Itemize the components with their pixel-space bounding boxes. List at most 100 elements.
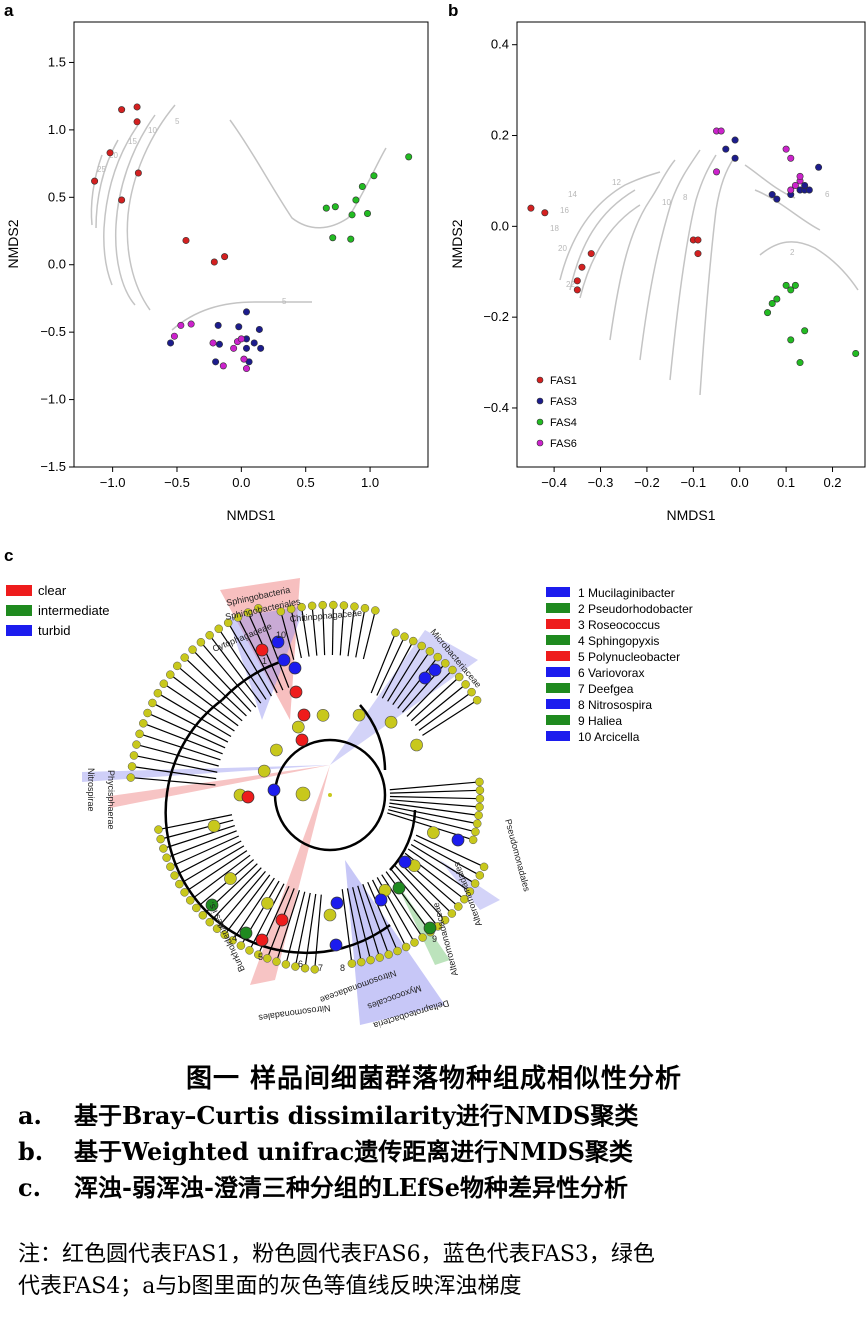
point-fas6 — [170, 332, 178, 340]
leaf-node — [347, 959, 357, 968]
cladogram-branch — [322, 605, 326, 656]
caption-item-c: c. 浑浊-弱浑浊-澄清三种分组的LEfSe物种差异性分析 — [18, 1168, 628, 1203]
y-axis-a: −1.5 −1.0 −0.5 0.0 0.5 1.0 1.5 — [40, 54, 74, 474]
point-fas6 — [717, 127, 725, 135]
clade-labels: Sphingobacteria Sphingobacteriales Cytop… — [86, 585, 532, 1031]
point-fas6 — [237, 335, 245, 343]
cladogram-branch — [184, 850, 248, 893]
genus-swatch — [546, 683, 570, 693]
cladogram-branch — [192, 649, 252, 712]
y-tick-label: −1.5 — [40, 459, 66, 474]
legend-entry: FAS4 — [550, 417, 577, 429]
leaf-node — [475, 794, 485, 803]
cladogram-branch — [163, 824, 235, 850]
leaf-node — [475, 802, 484, 812]
biomarker-node — [267, 783, 281, 797]
point-fas6 — [209, 339, 217, 347]
cladogram-branch — [314, 894, 322, 970]
point-fas1 — [527, 204, 535, 212]
leaf-node — [212, 924, 222, 933]
cladogram-branch — [376, 636, 406, 696]
leaf-node — [401, 942, 411, 952]
legend-swatch — [6, 625, 32, 636]
contour-label: 18 — [550, 224, 559, 233]
leaf-node — [166, 670, 175, 679]
cladogram-branch — [367, 881, 399, 952]
leaf-node — [472, 819, 482, 828]
point-fas1 — [210, 258, 218, 266]
point-fas1 — [91, 177, 99, 185]
x-tick-label: −0.5 — [164, 475, 190, 490]
legend-marker — [536, 418, 544, 426]
leaf-node — [192, 903, 201, 913]
point-fas4 — [331, 203, 339, 211]
biomarker-node — [423, 921, 437, 935]
point-fas1 — [221, 253, 229, 261]
genus-label: 9 Haliea — [578, 714, 622, 728]
genus-swatch — [546, 619, 570, 629]
cladogram-branch — [147, 712, 226, 749]
point-fas1 — [587, 250, 595, 258]
point-fas1 — [182, 236, 190, 244]
cladogram-branch — [170, 835, 240, 868]
internal-node — [316, 709, 330, 722]
leaf-node — [467, 687, 476, 697]
contour-labels-a: 5 10 15 20 25 5 — [97, 117, 287, 306]
y-tick-label: 1.0 — [48, 122, 66, 137]
cladogram-branch — [237, 617, 278, 694]
internal-node — [427, 826, 440, 839]
point-fas6 — [230, 344, 238, 352]
genus-label: 3 Roseococcus — [578, 618, 660, 632]
plot-frame-a — [73, 21, 429, 468]
cladogram-branch — [414, 683, 466, 726]
biomarker-node — [255, 933, 269, 947]
cladogram-branch — [189, 854, 251, 901]
nmds-plot-b: 14 16 18 20 22 12 10 8 6 2 −0.4 −0.3 −0.2−… — [449, 21, 866, 523]
biomarker-node — [329, 938, 343, 952]
leaf-node — [135, 729, 144, 739]
biomarker-node — [374, 893, 388, 907]
point-fas1 — [106, 149, 114, 157]
cladogram-branch — [387, 645, 423, 702]
x-axis-label-b: NMDS1 — [666, 507, 715, 523]
genus-swatch — [546, 699, 570, 709]
point-fas1 — [573, 286, 581, 294]
plot-frame-b — [516, 21, 866, 468]
leaf-node — [126, 773, 136, 782]
contour-labels-b: 14 16 18 20 22 12 10 8 6 2 — [550, 178, 830, 289]
point-fas4 — [801, 327, 809, 335]
y-tick-label: 1.5 — [48, 54, 66, 69]
cladogram-branch — [248, 883, 285, 951]
x-tick-label: 0.0 — [232, 475, 250, 490]
legend-marker — [536, 376, 544, 384]
cladogram-branch — [392, 650, 431, 706]
point-fas4 — [768, 300, 776, 308]
legend-marker — [536, 397, 544, 405]
legend-label: intermediate — [38, 603, 110, 618]
x-tick-label: −0.3 — [588, 475, 614, 490]
point-fas4 — [329, 234, 337, 242]
legend-b: FAS1 FAS3 FAS4 FAS6 — [536, 375, 577, 450]
point-fas1 — [694, 250, 702, 258]
point-fas1 — [134, 169, 142, 177]
cladogram-branch — [418, 691, 472, 731]
biomarker-node — [295, 733, 309, 747]
cladogram-branch — [224, 874, 271, 936]
point-fas3 — [805, 186, 813, 194]
cladogram-branch — [339, 605, 345, 656]
contour-label: 10 — [662, 198, 671, 207]
biomarker-node — [277, 653, 291, 667]
leaf-node — [474, 811, 483, 820]
cladogram-branch — [160, 819, 234, 840]
genus-swatch — [546, 587, 570, 597]
biomarker-node — [418, 671, 432, 685]
leaf-node — [454, 672, 464, 682]
point-fas3 — [815, 163, 823, 171]
clade-label: Nitrosomonadales — [257, 1003, 331, 1023]
point-fas1 — [133, 118, 141, 126]
biomarker-node — [288, 661, 302, 675]
leaf-node — [447, 909, 457, 918]
leaf-node — [180, 653, 189, 662]
point-fas1 — [118, 196, 126, 204]
leaf-node — [307, 601, 317, 611]
